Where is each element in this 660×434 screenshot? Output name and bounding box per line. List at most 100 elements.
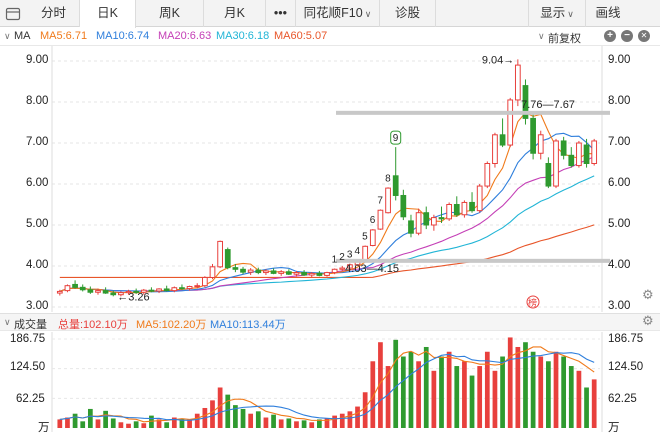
volume-bar [362, 392, 368, 428]
candle-body [507, 99, 514, 146]
volume-bar [561, 356, 567, 428]
candle-body [255, 269, 262, 274]
low-price-label: ←3.26 [117, 291, 149, 303]
chevron-down-icon: ∨ [538, 31, 545, 41]
remove-icon[interactable]: − [621, 30, 633, 42]
collapse-icon[interactable]: ∨ [4, 31, 11, 41]
candle-body [438, 217, 445, 220]
volume-bar [126, 423, 131, 428]
y-tick-left: 5.00 [26, 218, 49, 230]
tab-label: 同花顺F10 [303, 6, 363, 20]
volume-bar [72, 413, 78, 428]
volume-bar [141, 423, 147, 428]
tab-label: 月K [224, 6, 245, 20]
candle-body [545, 163, 552, 187]
candle-body [118, 292, 124, 296]
volume-bar [210, 400, 215, 428]
tab-diagnosis[interactable]: 诊股 [380, 0, 436, 27]
candle-body [591, 140, 598, 164]
candle-body [95, 290, 101, 293]
window-icon[interactable] [5, 6, 21, 22]
volume-tick-right: 186.75 [608, 333, 644, 345]
volume-unit: 万 [608, 422, 620, 434]
limit-up-count-label: 6 [370, 215, 376, 226]
y-tick-left: 8.00 [26, 95, 49, 107]
volume-bar [408, 351, 414, 428]
volume-bar [568, 366, 574, 428]
volume-bar [80, 421, 86, 428]
volume-bar [431, 370, 437, 428]
y-tick-left: 7.00 [26, 136, 49, 148]
volume-bar [446, 351, 452, 428]
draw-line-button[interactable]: 画线 [586, 0, 630, 27]
volume-bar [530, 351, 536, 428]
candle-body [224, 249, 231, 269]
rank-badge-label: 榜 [528, 297, 537, 308]
add-icon[interactable]: + [604, 30, 616, 42]
volume-total: 总量:102.10万 [58, 319, 128, 331]
resistance-label: 7.76—7.67 [521, 99, 575, 111]
support-label: 4.03—4.15 [345, 263, 399, 275]
more-menu-button[interactable]: ••• [266, 0, 296, 27]
limit-up-count-label: 1 [332, 254, 338, 265]
y-tick-left: 3.00 [26, 300, 49, 312]
tab-weekly-k[interactable]: 周K [136, 0, 204, 27]
volume-bar [233, 405, 238, 428]
candle-body [263, 270, 269, 274]
candle-body [499, 134, 506, 146]
tab-label: 周K [159, 6, 180, 20]
volume-bar [133, 421, 139, 428]
candle-body [247, 269, 254, 273]
candle-body [453, 204, 460, 216]
candle-body [133, 290, 140, 293]
candle-body [347, 264, 353, 269]
tab-label: 分时 [40, 6, 66, 20]
volume-bar [171, 417, 177, 428]
tab-intraday[interactable]: 分时 [28, 0, 80, 27]
candle-body [446, 204, 453, 220]
volume-bar [187, 419, 192, 428]
limit-up-count-label: 5 [362, 232, 368, 243]
candle-body [186, 286, 193, 290]
volume-bar [393, 339, 399, 428]
more-icon: ••• [273, 6, 288, 20]
volume-tick-left: 124.50 [10, 361, 46, 373]
volume-indicator-name[interactable]: 成交量 [14, 319, 47, 331]
candle-body [537, 134, 544, 154]
candle-body [110, 292, 117, 296]
tab-monthly-k[interactable]: 月K [204, 0, 266, 27]
candle-body [87, 289, 94, 293]
adjust-mode-select[interactable]: 前复权 [548, 33, 581, 45]
close-icon[interactable]: ✕ [638, 30, 650, 42]
collapse-icon[interactable]: ∨ [4, 317, 11, 327]
volume-bar [263, 417, 269, 428]
volume-bar [454, 366, 460, 428]
volume-bar [65, 417, 70, 428]
candle-body [285, 271, 292, 275]
y-tick-right: 3.00 [608, 300, 631, 312]
tab-daily-k[interactable]: 日K [80, 0, 136, 28]
display-button[interactable]: 显示 ∨ [528, 0, 586, 27]
gear-icon[interactable]: ⚙ [642, 287, 654, 302]
limit-up-count-label: 2 [339, 252, 345, 263]
tab-f10[interactable]: 同花顺F10 ∨ [296, 0, 380, 27]
candle-body [209, 266, 216, 278]
volume-bar [110, 418, 116, 428]
candle-body [240, 268, 246, 273]
candle-body [392, 175, 399, 196]
candle-body [415, 212, 422, 234]
volume-bar [553, 351, 559, 428]
candle-body [56, 290, 63, 294]
gear-icon[interactable]: ⚙ [642, 313, 654, 328]
candle-body [125, 290, 132, 294]
indicator-name[interactable]: MA [14, 30, 31, 42]
volume-bar [57, 419, 63, 428]
volume-ma10-line [59, 352, 595, 421]
volume-bar [370, 361, 376, 428]
volume-bar [439, 356, 444, 428]
volume-bar [591, 379, 597, 428]
volume-bar [217, 387, 223, 428]
volume-bar [492, 370, 498, 428]
candle-body [324, 272, 330, 276]
